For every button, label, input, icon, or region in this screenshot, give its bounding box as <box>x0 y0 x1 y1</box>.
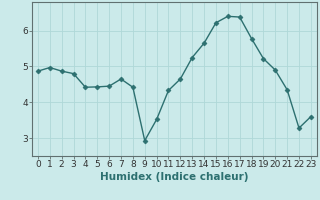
X-axis label: Humidex (Indice chaleur): Humidex (Indice chaleur) <box>100 172 249 182</box>
